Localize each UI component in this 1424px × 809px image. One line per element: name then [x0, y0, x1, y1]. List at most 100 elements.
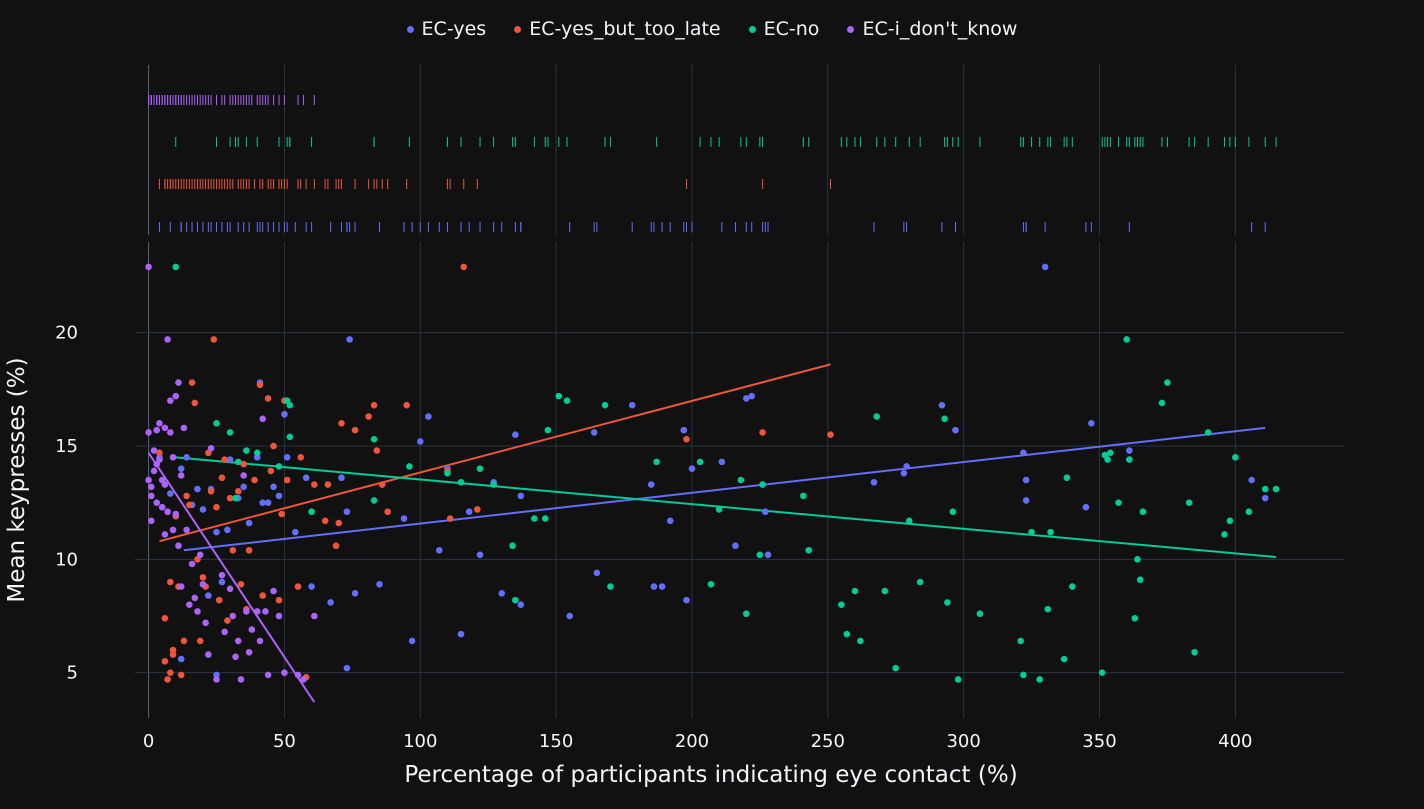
data-point	[264, 499, 272, 506]
trendline	[175, 456, 1277, 559]
data-point	[843, 630, 851, 638]
data-point	[1044, 605, 1052, 613]
data-point	[270, 483, 277, 491]
data-point	[563, 397, 571, 404]
data-point	[167, 397, 174, 404]
data-point	[1126, 456, 1133, 463]
data-point	[226, 585, 234, 593]
data-point	[188, 379, 196, 386]
data-point	[435, 546, 443, 554]
data-point	[1020, 671, 1027, 679]
data-point	[161, 658, 169, 665]
data-point	[161, 481, 169, 488]
data-point	[251, 476, 258, 484]
data-point	[764, 551, 772, 559]
data-point	[196, 551, 204, 559]
data-point	[1226, 517, 1234, 525]
data-point	[286, 433, 294, 441]
data-point	[210, 336, 218, 343]
data-point	[253, 608, 261, 615]
data-point	[177, 465, 185, 472]
data-point	[215, 596, 223, 604]
data-point	[311, 481, 318, 488]
data-point	[161, 424, 169, 432]
data-point	[175, 542, 182, 550]
x-tick-label: 100	[403, 731, 437, 752]
data-point	[164, 508, 171, 516]
data-point	[1088, 420, 1095, 427]
data-point	[275, 463, 283, 470]
data-point	[384, 508, 391, 516]
data-point	[759, 481, 766, 488]
data-point	[800, 492, 807, 500]
data-point	[1245, 508, 1253, 516]
data-point	[892, 664, 900, 672]
data-point	[346, 336, 353, 343]
data-point	[759, 429, 766, 436]
data-point	[194, 485, 201, 493]
data-point	[169, 651, 177, 658]
data-point	[1158, 399, 1166, 407]
x-tick-label: 50	[273, 731, 296, 752]
data-point	[857, 637, 864, 645]
data-point	[300, 676, 307, 683]
data-point	[199, 580, 207, 588]
x-tick-label: 400	[1218, 731, 1252, 752]
data-point	[213, 528, 220, 536]
data-point	[148, 483, 155, 491]
data-point	[218, 474, 226, 482]
data-point	[221, 456, 228, 463]
data-point	[607, 583, 614, 590]
data-point	[941, 415, 948, 423]
data-point	[177, 472, 185, 479]
legend-marker-icon	[406, 25, 414, 33]
data-point	[311, 612, 318, 620]
x-tick-label: 300	[946, 731, 980, 752]
trendline	[183, 426, 1266, 552]
legend-label: EC-no	[763, 18, 820, 40]
data-point	[237, 676, 245, 683]
data-point	[278, 510, 286, 518]
data-point	[683, 596, 690, 604]
data-point	[1136, 576, 1144, 584]
data-point	[226, 429, 234, 436]
legend-item-ec-yes-but-too-late[interactable]: EC-yes_but_too_late	[514, 18, 721, 40]
data-point	[512, 596, 519, 604]
data-point	[259, 415, 266, 423]
data-point	[229, 546, 237, 554]
legend-item-ec-yes[interactable]: EC-yes	[406, 18, 486, 40]
data-point	[555, 392, 563, 400]
data-point	[938, 401, 946, 409]
data-point	[1069, 583, 1076, 590]
data-point	[742, 610, 750, 618]
data-point	[718, 458, 726, 466]
data-point	[490, 481, 497, 488]
data-point	[207, 444, 215, 452]
data-point	[297, 454, 305, 461]
data-point	[234, 458, 242, 466]
data-point	[900, 469, 908, 477]
data-point	[150, 467, 158, 475]
data-point	[949, 508, 957, 516]
legend-item-ec-no[interactable]: EC-no	[748, 18, 820, 40]
data-point	[172, 263, 180, 271]
data-point	[186, 601, 193, 608]
data-point	[457, 478, 465, 486]
data-point	[707, 580, 715, 588]
data-point	[145, 263, 152, 271]
data-point	[175, 379, 182, 386]
data-point	[177, 671, 185, 679]
legend-item-ec-i-dont-know[interactable]: EC-i_don't_know	[847, 18, 1017, 40]
data-point	[183, 492, 190, 500]
data-point	[302, 474, 310, 482]
y-tick-label: 5	[67, 663, 78, 684]
data-point	[1115, 499, 1122, 506]
data-point	[213, 671, 220, 679]
trendline	[147, 452, 316, 703]
data-point	[1248, 476, 1255, 484]
data-point	[281, 410, 288, 418]
data-point	[243, 447, 250, 454]
data-point	[1261, 494, 1269, 502]
